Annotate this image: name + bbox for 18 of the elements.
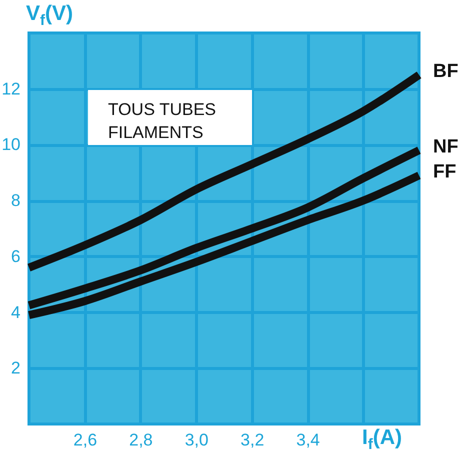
y-axis-title: V$_{f}$(V) (26, 2, 74, 30)
series-label: BF (433, 60, 458, 82)
series-label: NF (433, 136, 458, 158)
series-label: FF (433, 161, 456, 182)
x-tick-label: 3,0 (184, 430, 208, 450)
x-tick-label: 3,4 (296, 430, 320, 450)
label-box: TOUS TUBES FILAMENTS (88, 90, 252, 145)
y-tick-label: 4 (11, 302, 20, 322)
y-tick-label: 10 (2, 135, 20, 154)
x-axis-title: I$_{f}$(A) (362, 426, 402, 454)
y-tick-label: 2 (11, 358, 20, 378)
y-tick-label: 8 (11, 191, 20, 210)
x-tick-label: 2,6 (73, 430, 98, 450)
x-tick-label: 3,2 (240, 430, 264, 450)
x-tick-label: 2,8 (129, 430, 153, 450)
y-tick-label: 6 (11, 246, 20, 266)
y-tick-label: 12 (2, 79, 20, 98)
annotation: TOUS TUBES FILAMENTS (108, 100, 216, 142)
